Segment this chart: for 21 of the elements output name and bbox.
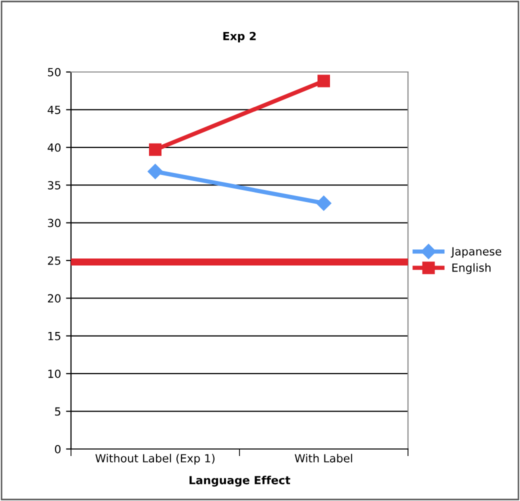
legend-label: English <box>452 263 491 274</box>
y-tick-label: 45 <box>48 106 60 114</box>
y-tick-label: 35 <box>48 181 60 190</box>
point <box>148 164 163 180</box>
y-tick-label: 20 <box>48 294 61 303</box>
y-tick-label: 30 <box>48 218 61 228</box>
y-tick-label: 15 <box>48 332 60 340</box>
x-axis-title: Language Effect <box>190 476 290 487</box>
legend-label: Japanese <box>450 247 502 258</box>
x-tick-label: Without Label (Exp 1) <box>95 454 214 465</box>
point <box>318 74 330 88</box>
point <box>316 196 332 211</box>
chart-title: Exp 2 <box>223 32 256 42</box>
x-tick-label: With Label <box>294 454 352 462</box>
y-tick-label: 50 <box>48 68 61 76</box>
y-tick-label: 40 <box>48 143 61 152</box>
y-tick-label: 5 <box>55 407 60 416</box>
y-tick-label: 0 <box>54 444 61 454</box>
y-tick-label: 10 <box>48 370 61 378</box>
point <box>149 143 162 156</box>
y-tick-label: 25 <box>48 256 60 265</box>
